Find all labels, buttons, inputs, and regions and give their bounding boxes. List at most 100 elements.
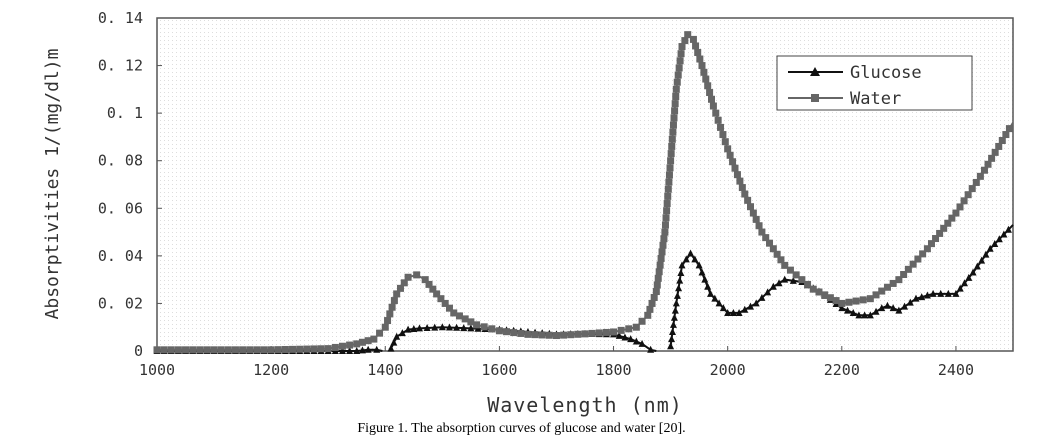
water-marker bbox=[370, 335, 378, 343]
glucose-marker bbox=[338, 347, 346, 354]
water-marker bbox=[657, 255, 665, 262]
water-marker bbox=[792, 271, 800, 279]
glucose-marker bbox=[937, 289, 945, 297]
water-marker bbox=[733, 171, 741, 179]
glucose-marker bbox=[929, 289, 937, 297]
water-marker bbox=[706, 89, 714, 97]
glucose-marker bbox=[676, 276, 684, 284]
water-marker bbox=[729, 158, 737, 166]
water-marker bbox=[675, 64, 683, 72]
water-marker bbox=[189, 346, 197, 354]
water-marker bbox=[390, 297, 398, 305]
water-marker bbox=[632, 323, 640, 331]
glucose-marker bbox=[358, 346, 366, 354]
glucose-marker bbox=[387, 344, 395, 352]
glucose-marker bbox=[866, 311, 874, 319]
water-marker bbox=[1005, 125, 1013, 133]
glucose-marker bbox=[838, 304, 846, 312]
glucose-marker bbox=[364, 345, 372, 353]
water-marker bbox=[668, 142, 676, 150]
water-marker bbox=[717, 123, 725, 131]
legend: Glucose Water bbox=[776, 55, 973, 111]
water-marker bbox=[260, 346, 268, 354]
water-marker bbox=[736, 177, 744, 185]
water-marker bbox=[664, 192, 672, 200]
glucose-marker bbox=[952, 289, 960, 297]
glucose-marker bbox=[735, 308, 743, 316]
water-marker bbox=[809, 285, 817, 293]
glucose-marker bbox=[404, 325, 412, 333]
water-marker bbox=[878, 287, 886, 295]
water-marker bbox=[231, 346, 239, 354]
water-marker bbox=[672, 92, 680, 100]
water-marker bbox=[574, 330, 582, 338]
glucose-marker bbox=[923, 291, 931, 299]
glucose-marker bbox=[906, 298, 914, 306]
water-marker bbox=[932, 235, 940, 243]
water-marker bbox=[702, 75, 710, 83]
water-marker bbox=[595, 329, 603, 337]
water-marker bbox=[346, 341, 354, 349]
water-marker bbox=[671, 107, 679, 115]
water-marker bbox=[960, 197, 968, 205]
water-marker bbox=[671, 100, 679, 108]
water-marker bbox=[660, 235, 668, 243]
water-marker bbox=[872, 291, 880, 299]
water-marker bbox=[672, 85, 680, 93]
water-marker bbox=[972, 178, 980, 186]
water-marker bbox=[773, 250, 781, 258]
water-marker bbox=[384, 317, 392, 325]
water-marker bbox=[726, 151, 734, 159]
glucose-marker bbox=[687, 249, 695, 257]
glucose-marker bbox=[965, 273, 973, 281]
glucose-marker bbox=[752, 299, 760, 307]
water-marker bbox=[654, 274, 662, 282]
glucose-marker bbox=[453, 323, 461, 331]
water-marker bbox=[724, 145, 732, 153]
glucose-marker bbox=[969, 268, 977, 276]
water-marker bbox=[495, 327, 503, 335]
water-marker bbox=[668, 135, 676, 143]
water-marker bbox=[210, 346, 218, 354]
water-marker bbox=[182, 346, 190, 354]
glucose-marker bbox=[986, 244, 994, 252]
glucose-marker bbox=[741, 305, 749, 313]
water-marker bbox=[353, 340, 361, 348]
water-marker bbox=[669, 128, 677, 136]
water-marker bbox=[388, 303, 396, 311]
glucose-marker bbox=[701, 275, 709, 283]
glucose-marker bbox=[878, 304, 886, 312]
water-marker bbox=[153, 346, 161, 354]
glucose-marker bbox=[912, 294, 920, 302]
water-marker bbox=[473, 321, 481, 329]
water-marker bbox=[741, 190, 749, 198]
water-marker bbox=[510, 329, 518, 337]
y-tick-label: 0. 1 bbox=[107, 104, 143, 122]
water-marker bbox=[673, 78, 681, 86]
glucose-marker bbox=[445, 323, 453, 331]
water-marker bbox=[560, 331, 568, 339]
glucose-marker bbox=[872, 307, 880, 315]
glucose-marker bbox=[895, 306, 903, 314]
legend-water-label: Water bbox=[850, 89, 901, 109]
water-marker bbox=[602, 328, 610, 336]
x-tick-label: 1600 bbox=[481, 361, 517, 379]
water-marker bbox=[296, 345, 304, 353]
glucose-marker bbox=[638, 339, 646, 347]
water-marker bbox=[689, 35, 697, 43]
water-marker bbox=[503, 328, 511, 336]
glucose-marker bbox=[615, 331, 623, 339]
water-marker bbox=[998, 136, 1006, 144]
water-marker bbox=[694, 48, 702, 56]
glucose-marker bbox=[707, 289, 715, 297]
water-marker bbox=[956, 203, 964, 211]
figure-caption: Figure 1. The absorption curves of gluco… bbox=[357, 421, 686, 436]
glucose-marker bbox=[855, 311, 863, 319]
water-marker bbox=[421, 276, 429, 284]
water-marker bbox=[769, 245, 777, 253]
water-marker bbox=[655, 268, 663, 276]
water-marker bbox=[461, 315, 469, 323]
x-tick-label: 2000 bbox=[710, 361, 746, 379]
water-marker bbox=[663, 200, 671, 208]
glucose-marker bbox=[695, 261, 703, 269]
